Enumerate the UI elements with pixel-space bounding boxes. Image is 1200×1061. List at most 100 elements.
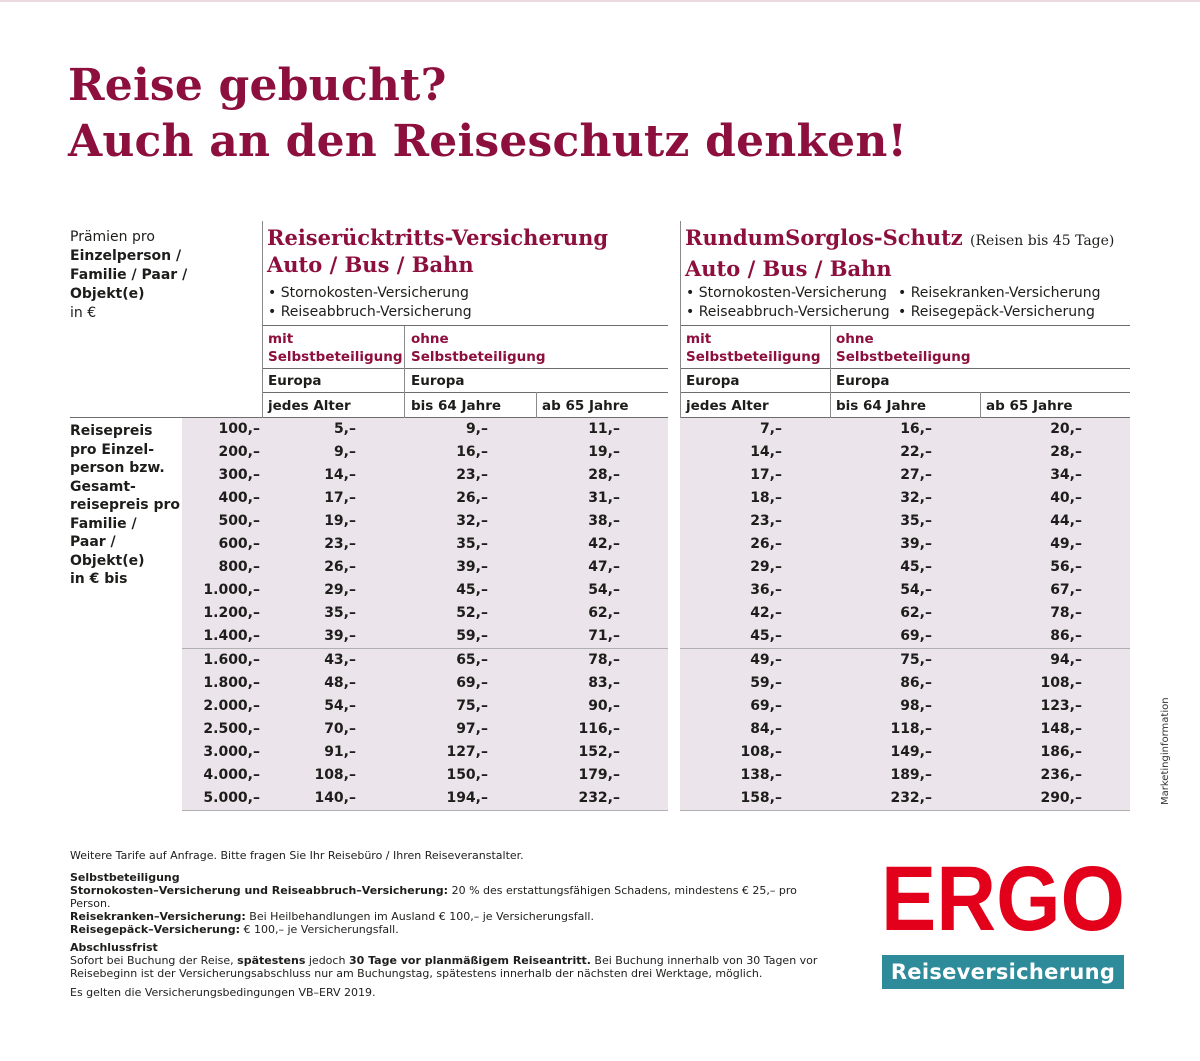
premium-value: 28,– (1050, 444, 1082, 461)
row-label-line: Gesamt- (70, 478, 136, 495)
premium-value: 19,– (588, 444, 620, 461)
grid-line (680, 368, 1130, 369)
region-label: Europa (836, 373, 890, 389)
premium-value: 232,– (890, 789, 932, 806)
grid-line (262, 392, 668, 393)
premium-value: 62,– (900, 605, 932, 622)
premium-value: 35,– (456, 536, 488, 553)
premium-value: 70,– (324, 720, 356, 737)
premium-value: 91,– (324, 743, 356, 760)
premium-value: 54,– (900, 582, 932, 599)
premium-value: 59,– (750, 674, 782, 691)
headline-line-2: Auch an den Reiseschutz denken! (68, 116, 908, 167)
premium-value: 39,– (456, 559, 488, 576)
travel-price: 1.000,– (203, 582, 260, 599)
row-stripe (680, 717, 1130, 741)
premium-value: 16,– (900, 421, 932, 437)
premium-value: 35,– (900, 513, 932, 530)
row-stripe (680, 556, 1130, 580)
intro-line: in € (70, 305, 97, 321)
left-title-line-2: Auto / Bus / Bahn (267, 252, 474, 277)
premium-value: 232,– (578, 789, 620, 806)
footer-bold: Stornokosten–Versicherung und Reiseabbru… (70, 884, 449, 897)
left-title-line-1: Reiserücktritts-Versicherung (267, 225, 609, 250)
row-stripe (182, 763, 668, 787)
row-label-line: pro Einzel- (70, 441, 154, 458)
footer-bold: spätestens (237, 954, 306, 967)
footer-bold: Reisegepäck–Versicherung: (70, 923, 240, 936)
row-stripe (680, 648, 1130, 672)
premium-intro: Prämien pro Einzelperson / Familie / Paa… (70, 228, 187, 323)
footer-line: Reisekranken–Versicherung: Bei Heilbehan… (70, 910, 830, 923)
footer-notes: Weitere Tarife auf Anfrage. Bitte fragen… (70, 849, 830, 999)
premium-value: 29,– (324, 582, 356, 599)
premium-value: 43,– (324, 651, 356, 668)
age-label: ab 65 Jahre (986, 398, 1073, 414)
premium-value: 35,– (324, 605, 356, 622)
row-label-line: in € bis (70, 571, 128, 587)
row-stripe (680, 602, 1130, 626)
premium-value: 194,– (446, 789, 488, 806)
age-label: bis 64 Jahre (836, 398, 927, 414)
premium-value: 179,– (578, 766, 620, 783)
row-stripe (680, 694, 1130, 718)
row-stripe (182, 556, 668, 580)
premium-value: 52,– (456, 605, 488, 622)
footer-line: Es gelten die Versicherungsbedingungen V… (70, 986, 376, 999)
travel-price: 600,– (218, 536, 260, 553)
premium-value: 62,– (588, 605, 620, 622)
premium-value: 44,– (1050, 513, 1082, 530)
row-stripe (680, 533, 1130, 557)
row-label-line: Familie / (70, 515, 137, 532)
premium-value: 49,– (1050, 536, 1082, 553)
premium-value: 75,– (456, 697, 488, 714)
bullet-item: • Reisegepäck-Versicherung (898, 304, 1095, 320)
premium-value: 108,– (1040, 674, 1082, 691)
headline-line-1: Reise gebucht? (68, 60, 447, 111)
row-stripe (182, 602, 668, 626)
row-stripe (680, 671, 1130, 695)
premium-value: 123,– (1040, 697, 1082, 714)
premium-value: 45,– (456, 582, 488, 599)
side-note: Marketinginformation (1160, 697, 1171, 805)
row-stripe (182, 786, 668, 810)
travel-price: 1.200,– (203, 605, 260, 622)
premium-value: 86,– (900, 674, 932, 691)
premium-value: 28,– (588, 467, 620, 484)
travel-price: 1.600,– (203, 651, 260, 668)
row-stripe (680, 740, 1130, 764)
premium-value: 69,– (900, 628, 932, 645)
premium-value: 7,– (759, 421, 782, 437)
row-stripe (182, 533, 668, 557)
row-stripe (182, 418, 668, 441)
premium-value: 127,– (446, 743, 488, 760)
right-title-line-1: RundumSorglos-Schutz (685, 225, 963, 250)
footer-text: Bei Buchung innerhalb von 30 Tagen vor (590, 954, 818, 967)
travel-price: 3.000,– (203, 743, 260, 760)
premium-value: 39,– (900, 536, 932, 553)
row-separator (680, 809, 1130, 811)
premium-value: 23,– (456, 467, 488, 484)
premium-value: 18,– (750, 490, 782, 507)
col-header-line: ohne (411, 331, 449, 347)
col-header-line: ohne (836, 331, 874, 347)
premium-value: 47,– (588, 559, 620, 576)
region-label: Europa (411, 373, 465, 389)
footer-bold: Reisekranken–Versicherung: (70, 910, 246, 923)
footer-text: Sofort bei Buchung der Reise, (70, 954, 238, 967)
row-stripe (182, 694, 668, 718)
row-stripe (680, 418, 1130, 441)
premium-value: 108,– (314, 766, 356, 783)
premium-value: 84,– (750, 720, 782, 737)
premium-value: 45,– (900, 559, 932, 576)
premium-value: 94,– (1050, 651, 1082, 668)
right-title-note: (Reisen bis 45 Tage) (970, 233, 1115, 249)
premium-value: 65,– (456, 651, 488, 668)
bullet-item: • Stornokosten-Versicherung (268, 285, 469, 301)
row-label-line: Paar / (70, 534, 116, 550)
premium-value: 149,– (890, 743, 932, 760)
travel-price: 2.500,– (203, 720, 260, 737)
reiseversicherung-bar: Reiseversicherung (882, 955, 1124, 989)
footer-heading: Selbstbeteiligung (70, 871, 180, 884)
premium-value: 75,– (900, 651, 932, 668)
